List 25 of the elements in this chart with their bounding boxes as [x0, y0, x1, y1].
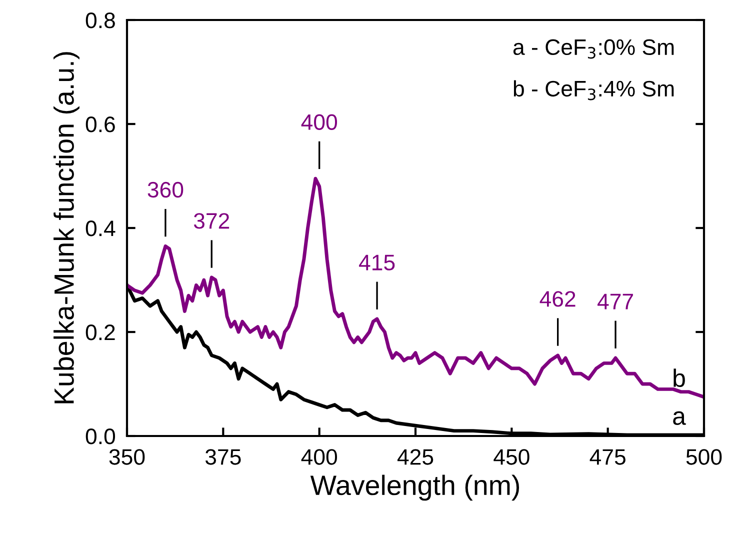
annotation: 462: [540, 291, 576, 307]
x-tick-label: 425: [397, 449, 434, 465]
annotation: a - CeF$_{3}$:0% Sm: [513, 39, 674, 59]
annotation: 372: [194, 213, 230, 229]
line-series: [127, 176, 704, 399]
x-tick-label: 475: [590, 449, 626, 465]
x-tick-label: 450: [494, 449, 530, 465]
y-axis-title: Kubelka-Munk function (a.u.): [54, 52, 80, 404]
series-label: a: [673, 411, 686, 426]
x-axis-title: Wavelength (nm): [310, 474, 520, 501]
y-tick-label: 0.4: [86, 220, 116, 236]
series-label: b: [674, 368, 685, 388]
annotation: 400: [301, 114, 338, 130]
y-tick-label: 0.2: [86, 324, 115, 340]
x-tick-label: 500: [686, 449, 722, 465]
x-tick-label: 400: [301, 449, 338, 465]
x-tick-label: 350: [109, 449, 145, 465]
annotation: 415: [359, 254, 395, 270]
y-tick-label: 0.0: [86, 428, 116, 444]
y-tick-label: 0.8: [86, 12, 115, 28]
annotation: b - CeF$_{3}$:4% Sm: [514, 80, 674, 100]
y-tick-label: 0.6: [86, 116, 115, 132]
x-tick-label: 375: [205, 449, 241, 465]
annotation: 477: [598, 294, 633, 310]
annotation: 360: [148, 182, 184, 198]
